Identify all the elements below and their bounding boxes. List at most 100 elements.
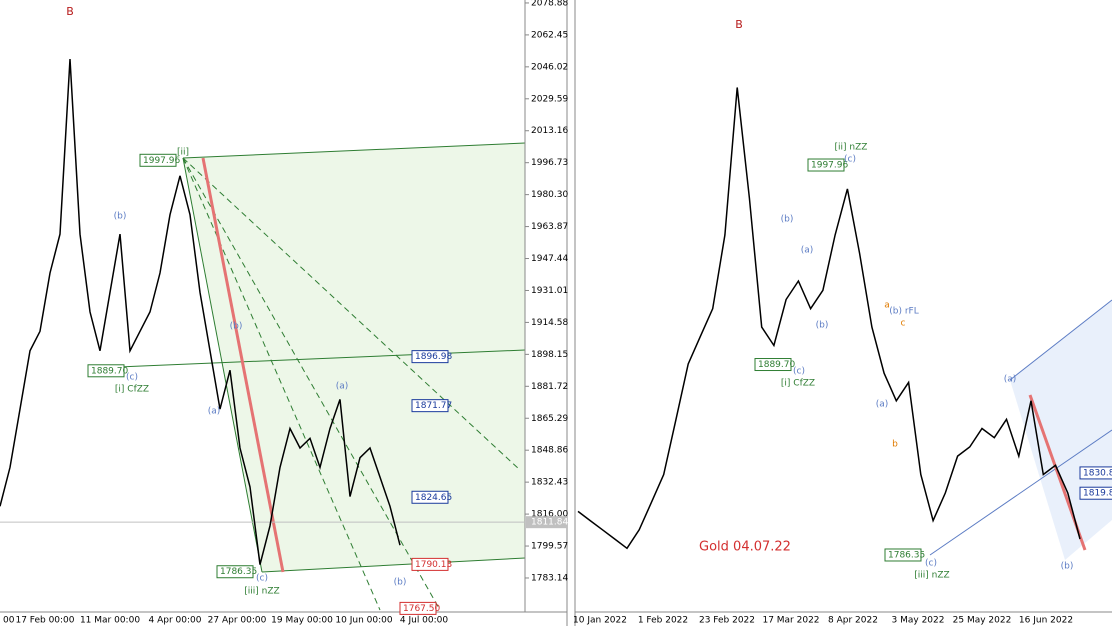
price-box — [754, 358, 792, 372]
price-label: 1786.35 — [220, 567, 257, 577]
x-tick-label: 27 Apr 00:00 — [208, 616, 267, 626]
x-tick-label: 10 Jun 00:00 — [335, 616, 392, 626]
y-tick-label: 2046.02 — [531, 62, 568, 72]
wave-label: (c) — [126, 373, 138, 383]
price-label: 1889.70 — [758, 360, 795, 370]
x-tick-label: 10 Jan 2022 — [573, 616, 627, 626]
price-label: 1997.96 — [811, 161, 848, 171]
y-tick-label: 2013.16 — [531, 126, 568, 136]
wave-label: (a) — [208, 407, 221, 417]
channel-line — [182, 157, 263, 573]
y-tick-label: 1996.73 — [531, 158, 568, 168]
chart-caption: Gold 04.07.22 — [699, 540, 791, 555]
wave-label: [i] CfZZ — [781, 379, 815, 389]
wave-label: [iii] nZZ — [244, 587, 279, 597]
x-tick-label: 1 Feb 2022 — [638, 616, 688, 626]
y-tick-label: 1783.14 — [531, 573, 568, 583]
wave-label: (b) — [230, 322, 243, 332]
price-box — [1079, 486, 1112, 500]
price-box — [411, 399, 449, 413]
x-tick-label: 17 Feb 00:00 — [15, 616, 74, 626]
y-tick-label: 1816.00 — [531, 510, 568, 520]
wave-label: (c) — [256, 574, 268, 584]
y-tick-label: 1799.57 — [531, 542, 568, 552]
wave-label: [ii] — [177, 148, 189, 158]
x-tick-label: 11 Mar 00:00 — [80, 616, 140, 626]
price-box — [411, 557, 449, 571]
y-tick-label: 1848.86 — [531, 446, 568, 456]
price-label: 1824.65 — [415, 493, 452, 503]
x-tick-label: 25 May 2022 — [953, 616, 1012, 626]
price-label: 1767.50 — [403, 604, 440, 614]
y-tick-label: 1931.01 — [531, 286, 568, 296]
wave-label: [iii] nZZ — [914, 571, 949, 581]
price-label: 1896.98 — [415, 352, 452, 362]
x-tick-label: 00 — [3, 616, 15, 626]
price-label: 1786.35 — [888, 550, 925, 560]
price-label: 1790.13 — [415, 560, 452, 570]
wave-label: B — [735, 18, 743, 31]
x-tick-label: 4 Jul 00:00 — [400, 616, 449, 626]
wave-label: [ii] nZZ — [835, 143, 868, 153]
price-box — [399, 601, 437, 615]
current-price-label: 1811.84 — [531, 518, 568, 528]
y-tick-label: 1947.44 — [531, 254, 568, 264]
y-tick-label: 2062.45 — [531, 30, 568, 40]
channel-line — [94, 349, 526, 369]
wave-label: (c) — [793, 367, 805, 377]
price-box — [87, 364, 125, 378]
wave-label: (a) — [336, 382, 349, 392]
price-label: 1830.88 — [1083, 468, 1112, 478]
wave-label: c — [901, 319, 906, 329]
wave-label: (a) — [801, 246, 814, 256]
y-tick-label: 1963.87 — [531, 222, 568, 232]
y-tick-label: 2029.59 — [531, 94, 568, 104]
price-label: 1819.87 — [1083, 489, 1112, 499]
red-trend — [201, 157, 285, 573]
y-tick-label: 1865.29 — [531, 414, 568, 424]
wave-label: (b) — [1061, 562, 1074, 572]
price-line — [577, 87, 1081, 550]
price-line — [0, 59, 401, 565]
price-label: 1997.96 — [143, 156, 180, 166]
fork-line — [929, 429, 1112, 556]
wave-label: (c) — [925, 559, 937, 569]
wave-label: (b) — [816, 321, 829, 331]
wave-label: [i] CfZZ — [115, 385, 149, 395]
current-price-box — [526, 516, 567, 529]
price-box — [411, 490, 449, 504]
price-box — [411, 350, 449, 364]
wave-label: (b) — [781, 215, 794, 225]
wave-label: a — [884, 301, 890, 311]
x-tick-label: 8 Apr 2022 — [828, 616, 878, 626]
wave-label: (b) — [394, 578, 407, 588]
x-tick-label: 17 Mar 2022 — [762, 616, 819, 626]
fan-line — [182, 157, 521, 471]
price-label: 1889.70 — [91, 366, 128, 376]
y-tick-label: 1914.58 — [531, 318, 568, 328]
wave-label: B — [66, 5, 74, 18]
wave-label: (c) — [844, 155, 856, 165]
x-tick-label: 19 May 00:00 — [271, 616, 333, 626]
wave-label: (b) — [114, 212, 127, 222]
wave-label: b — [892, 440, 898, 450]
price-label: 1871.77 — [415, 401, 452, 411]
price-box — [884, 548, 922, 562]
price-box — [807, 158, 845, 172]
channel-line — [182, 142, 526, 159]
fork-line — [1009, 299, 1112, 381]
x-tick-label: 16 Jun 2022 — [1019, 616, 1073, 626]
wave-label: (a) — [876, 400, 889, 410]
price-box — [216, 565, 254, 579]
y-tick-label: 1980.30 — [531, 190, 568, 200]
wave-label: (a) — [1004, 375, 1017, 385]
wave-label: (b) rFL — [889, 307, 919, 317]
channel-line — [261, 557, 526, 573]
x-tick-label: 3 May 2022 — [892, 616, 945, 626]
y-tick-label: 1832.43 — [531, 478, 568, 488]
price-box — [1079, 466, 1112, 480]
fan-line — [182, 157, 381, 611]
y-tick-label: 1881.72 — [531, 382, 568, 392]
x-tick-label: 23 Feb 2022 — [699, 616, 755, 626]
